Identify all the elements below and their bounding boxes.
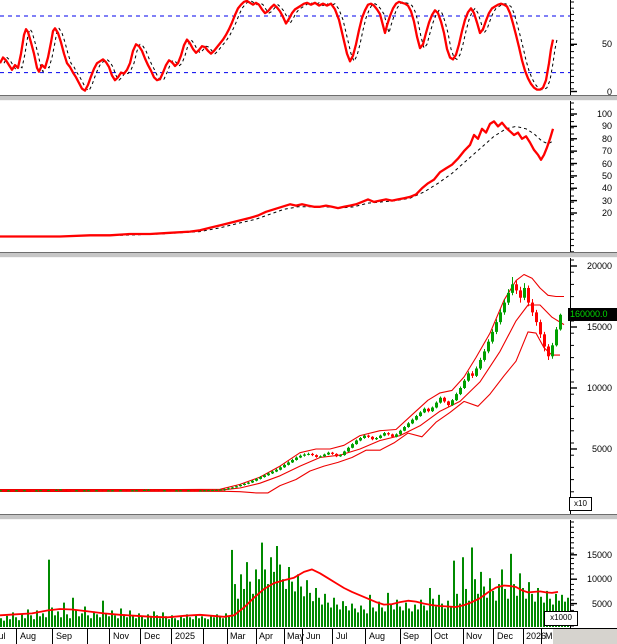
month-separator <box>256 629 257 644</box>
month-separator <box>523 629 524 644</box>
axis-tick-label: 60 <box>601 158 612 169</box>
axis-ticks <box>570 0 577 95</box>
volume-value-axis[interactable] <box>570 520 617 628</box>
last-price-label: 160000.0 <box>568 308 617 321</box>
stochastic-value-axis[interactable] <box>570 0 617 95</box>
month-label: Jul <box>336 631 348 641</box>
stochastic-panel <box>0 0 570 95</box>
axis-ticks <box>570 520 577 628</box>
axis-tick-label: 90 <box>601 121 612 132</box>
price-multiplier-label: x10 <box>569 497 592 511</box>
axis-tick-label: 30 <box>601 195 612 206</box>
month-label: Sep <box>403 631 420 641</box>
axis-tick-label: 100 <box>596 109 612 119</box>
month-separator <box>203 629 204 644</box>
panel-splitter-3[interactable] <box>0 514 617 520</box>
axis-tick-label: 20 <box>601 208 612 218</box>
month-label: Aug <box>20 631 37 641</box>
month-label: Dec <box>144 631 161 641</box>
axis-tick-label: 10000 <box>586 383 612 393</box>
month-label: Jul <box>0 631 6 641</box>
month-label: Apr <box>259 631 274 641</box>
month-label: Nov <box>466 631 483 641</box>
month-separator <box>365 629 366 644</box>
axis-ticks <box>570 258 577 514</box>
month-separator <box>284 629 285 644</box>
month-separator <box>302 629 303 644</box>
axis-tick-label: 5000 <box>591 598 612 609</box>
month-separator <box>16 629 17 644</box>
axis-tick-label: 80 <box>601 133 612 144</box>
month-label: 2026 <box>526 631 547 641</box>
relative-strength-panel <box>0 101 570 252</box>
panel-splitter-2[interactable] <box>0 252 617 258</box>
price-panel <box>0 258 570 514</box>
month-separator <box>140 629 141 644</box>
month-separator <box>431 629 432 644</box>
month-separator <box>493 629 494 644</box>
month-separator <box>87 629 88 644</box>
month-label: M <box>545 631 553 641</box>
month-label: Mar <box>230 631 246 641</box>
axis-tick-label: 5000 <box>591 444 612 454</box>
axis-tick-label: 0 <box>606 86 612 97</box>
axis-tick-label: 50 <box>601 170 612 181</box>
volume-panel <box>0 520 570 628</box>
month-label: Jun <box>306 631 321 641</box>
axis-tick-label: 20000 <box>586 261 612 271</box>
month-label: Oct <box>434 631 449 641</box>
volume-plot[interactable] <box>0 520 570 628</box>
axis-tick-label: 70 <box>601 146 612 157</box>
month-label: Aug <box>369 631 386 641</box>
volume-multiplier-label: x1000 <box>544 611 578 626</box>
month-label: Nov <box>113 631 130 641</box>
month-separator <box>52 629 53 644</box>
axis-tick-label: 15000 <box>586 549 612 560</box>
month-separator <box>109 629 110 644</box>
month-separator <box>227 629 228 644</box>
axis-tick-label: 40 <box>601 183 612 194</box>
axis-tick-label: 50 <box>601 39 612 50</box>
axis-tick-label: 15000 <box>586 322 612 332</box>
month-label: Sep <box>56 631 73 641</box>
month-separator <box>171 629 172 644</box>
stochastic-plot[interactable] <box>0 0 570 95</box>
axis-corner-spacer <box>553 629 617 644</box>
month-label: 2025 <box>175 631 196 641</box>
month-label: May <box>287 631 305 641</box>
month-separator <box>332 629 333 644</box>
panel-splitter-1[interactable] <box>0 95 617 101</box>
axis-ticks <box>570 101 577 252</box>
axis-tick-label: 10000 <box>586 574 612 585</box>
relative-strength-value-axis[interactable] <box>570 101 617 252</box>
month-label: Dec <box>497 631 514 641</box>
price-plot[interactable] <box>0 258 570 514</box>
month-separator <box>400 629 401 644</box>
price-value-axis[interactable] <box>570 258 617 514</box>
month-separator <box>541 629 542 644</box>
month-separator <box>463 629 464 644</box>
relative-strength-plot[interactable] <box>0 101 570 252</box>
